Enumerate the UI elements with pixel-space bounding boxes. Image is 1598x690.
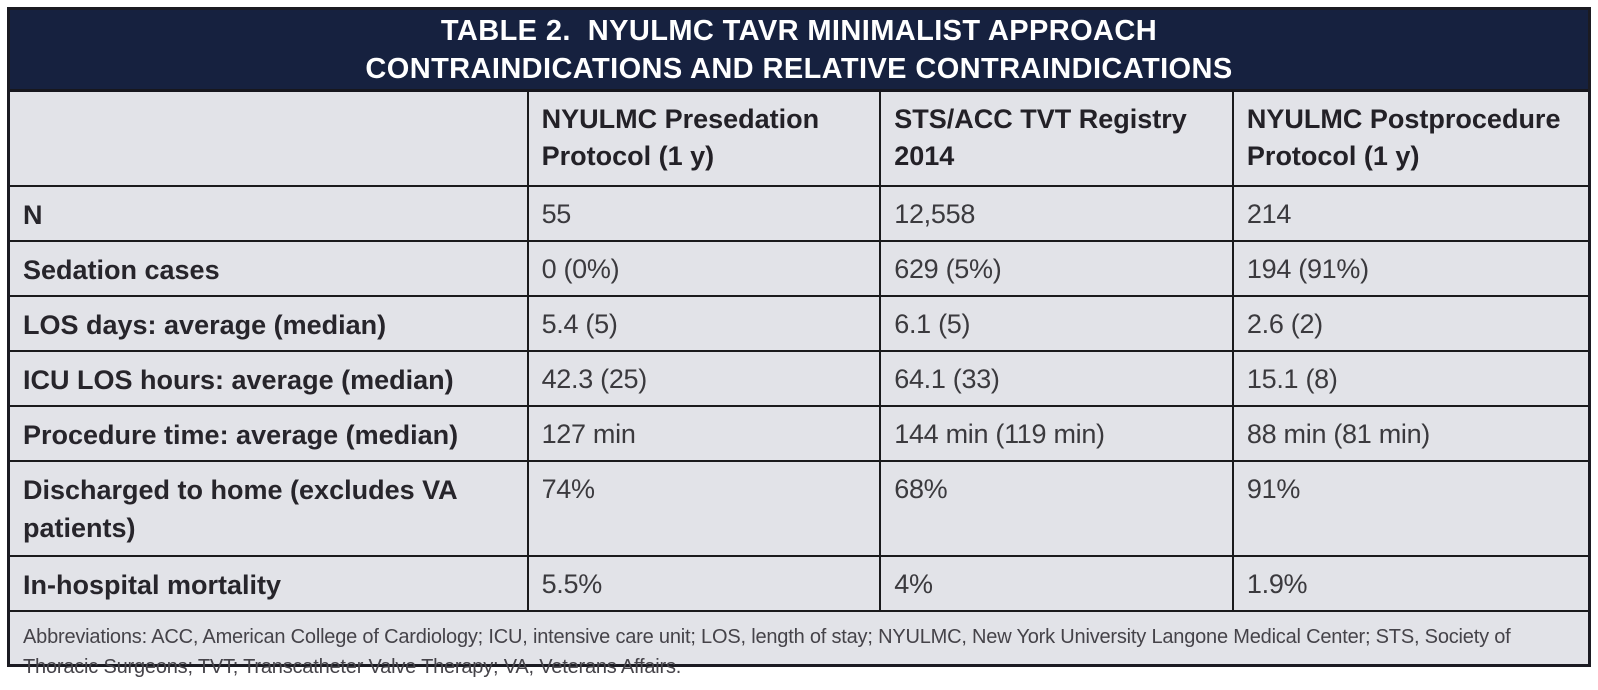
table-row-procedure-time: Procedure time: average (median) 127 min… [10, 406, 1588, 461]
table-title-line1: TABLE 2. NYULMC TAVR MINIMALIST APPROACH [440, 14, 1158, 47]
abbreviations-footnote: Abbreviations: ACC, American College of … [23, 626, 1511, 678]
cell-value: 88 min (81 min) [1231, 406, 1588, 461]
table-row-icu-los-hours: ICU LOS hours: average (median) 42.3 (25… [10, 351, 1588, 406]
table-row-discharged-home: Discharged to home (excludes VA patients… [10, 461, 1588, 556]
cell-value: 15.1 (8) [1231, 351, 1588, 406]
cell-value: 6.1 (5) [879, 296, 1233, 351]
cell-value: 5.4 (5) [526, 296, 881, 351]
cell-value: 74% [526, 461, 881, 556]
table-row-los-days: LOS days: average (median) 5.4 (5) 6.1 (… [10, 296, 1588, 351]
cell-value: 12,558 [879, 186, 1233, 241]
row-label: Sedation cases [23, 255, 220, 285]
table-row-sedation-cases: Sedation cases 0 (0%) 629 (5%) 194 (91%) [10, 241, 1588, 296]
header-row: NYULMC Presedation Protocol (1 y) STS/AC… [10, 92, 1588, 187]
table-row-n: N 55 12,558 214 [10, 186, 1588, 241]
data-table: NYULMC Presedation Protocol (1 y) STS/AC… [10, 92, 1588, 612]
col-header-registry: STS/ACC TVT Registry 2014 [879, 92, 1233, 187]
cell-value: 5.5% [526, 556, 881, 611]
cell-value: 68% [879, 461, 1233, 556]
cell-value: 127 min [526, 406, 881, 461]
cell-value: 64.1 (33) [879, 351, 1233, 406]
cell-value: 0 (0%) [526, 241, 881, 296]
cell-value: 4% [879, 556, 1233, 611]
table-title-line2: CONTRAINDICATIONS AND RELATIVE CONTRAIND… [365, 52, 1233, 85]
table-row-in-hospital-mortality: In-hospital mortality 5.5% 4% 1.9% [10, 556, 1588, 611]
col-header-presedation: NYULMC Presedation Protocol (1 y) [526, 92, 881, 187]
table-title-band: TABLE 2. NYULMC TAVR MINIMALIST APPROACH… [10, 10, 1588, 92]
row-label: Procedure time: average (median) [23, 420, 459, 450]
row-label: N [23, 200, 43, 230]
cell-value: 629 (5%) [879, 241, 1233, 296]
row-label: In-hospital mortality [23, 570, 282, 600]
cell-value: 42.3 (25) [526, 351, 881, 406]
cell-value: 1.9% [1231, 556, 1588, 611]
cell-value: 2.6 (2) [1231, 296, 1588, 351]
cell-value: 91% [1231, 461, 1588, 556]
row-label: LOS days: average (median) [23, 310, 387, 340]
cell-value: 194 (91%) [1231, 241, 1588, 296]
row-label: ICU LOS hours: average (median) [23, 365, 454, 395]
row-label: Discharged to home (excludes VA patients… [23, 475, 457, 543]
cell-value: 144 min (119 min) [879, 406, 1233, 461]
cell-value: 55 [526, 186, 881, 241]
col-header-postprocedure: NYULMC Postprocedure Protocol (1 y) [1231, 92, 1588, 187]
cell-value: 214 [1231, 186, 1588, 241]
col-header-empty [10, 92, 528, 187]
table-frame: TABLE 2. NYULMC TAVR MINIMALIST APPROACH… [7, 7, 1591, 678]
